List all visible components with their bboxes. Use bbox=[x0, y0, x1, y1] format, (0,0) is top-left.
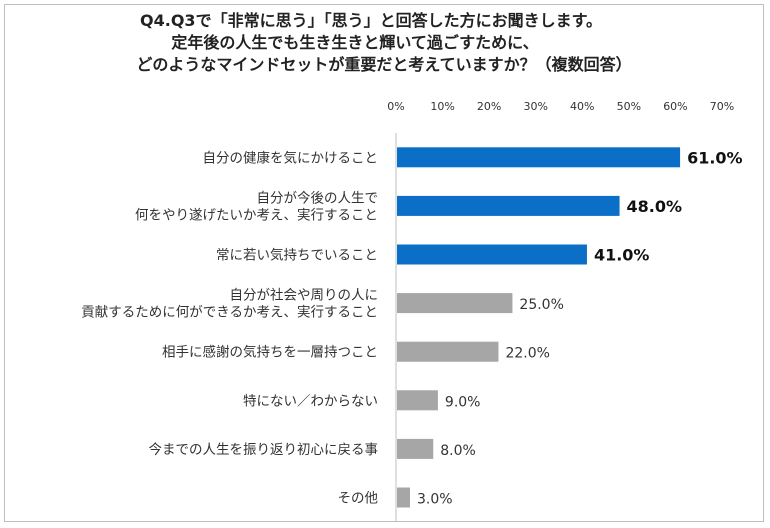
value-label: 22.0% bbox=[505, 346, 549, 362]
chart-title: Q4.Q3で「非常に思う」「思う」と回答した方にお聞きします。 定年後の人生でも… bbox=[0, 10, 770, 76]
title-line-3: どのようなマインドセットが重要だと考えていますか？（複数回答） bbox=[136, 55, 632, 74]
bar bbox=[397, 487, 410, 508]
category-label: 自分が社会や周りの人に bbox=[230, 288, 379, 304]
category-label: 常に若い気持ちでいること bbox=[216, 248, 378, 264]
value-label: 9.0% bbox=[445, 394, 481, 410]
category-label: 特にない／わからない bbox=[243, 393, 378, 409]
bar bbox=[397, 147, 681, 168]
x-tick-label: 60% bbox=[663, 100, 687, 113]
category-label: 何をやり遂げたいか考え、実行すること bbox=[135, 207, 378, 223]
category-label: 自分が今後の人生で bbox=[257, 190, 379, 206]
bar bbox=[397, 390, 438, 411]
bar bbox=[397, 341, 499, 362]
title-line-1: Q4.Q3で「非常に思う」「思う」と回答した方にお聞きします。 bbox=[140, 11, 602, 30]
title-line-2: 定年後の人生でも生き生きと輝いて過ごすために、 bbox=[171, 33, 539, 52]
bar bbox=[397, 195, 620, 216]
value-label: 48.0% bbox=[627, 197, 683, 216]
x-tick-label: 40% bbox=[570, 100, 594, 113]
bar bbox=[397, 244, 587, 265]
x-tick-label: 50% bbox=[617, 100, 641, 113]
x-tick-label: 20% bbox=[477, 100, 501, 113]
category-label: 相手に感謝の気持ちを一層持つこと bbox=[162, 344, 378, 361]
value-label: 41.0% bbox=[594, 246, 650, 265]
x-tick-label: 70% bbox=[710, 100, 734, 113]
bar bbox=[397, 438, 434, 459]
value-label: 25.0% bbox=[519, 297, 563, 313]
category-label: その他 bbox=[338, 491, 379, 507]
x-tick-label: 30% bbox=[523, 100, 547, 113]
x-tick-label: 0% bbox=[387, 100, 404, 113]
value-label: 61.0% bbox=[687, 148, 743, 167]
value-label: 3.0% bbox=[417, 492, 453, 508]
category-label: 自分の健康を気にかけること bbox=[203, 149, 379, 166]
chart-frame bbox=[4, 4, 764, 522]
bar bbox=[397, 293, 513, 314]
category-label: 貢献するために何ができるか考え、実行すること bbox=[81, 305, 378, 321]
value-label: 8.0% bbox=[440, 443, 476, 459]
category-label: 今までの人生を振り返り初心に戻る事 bbox=[149, 441, 379, 458]
x-tick-label: 10% bbox=[430, 100, 454, 113]
